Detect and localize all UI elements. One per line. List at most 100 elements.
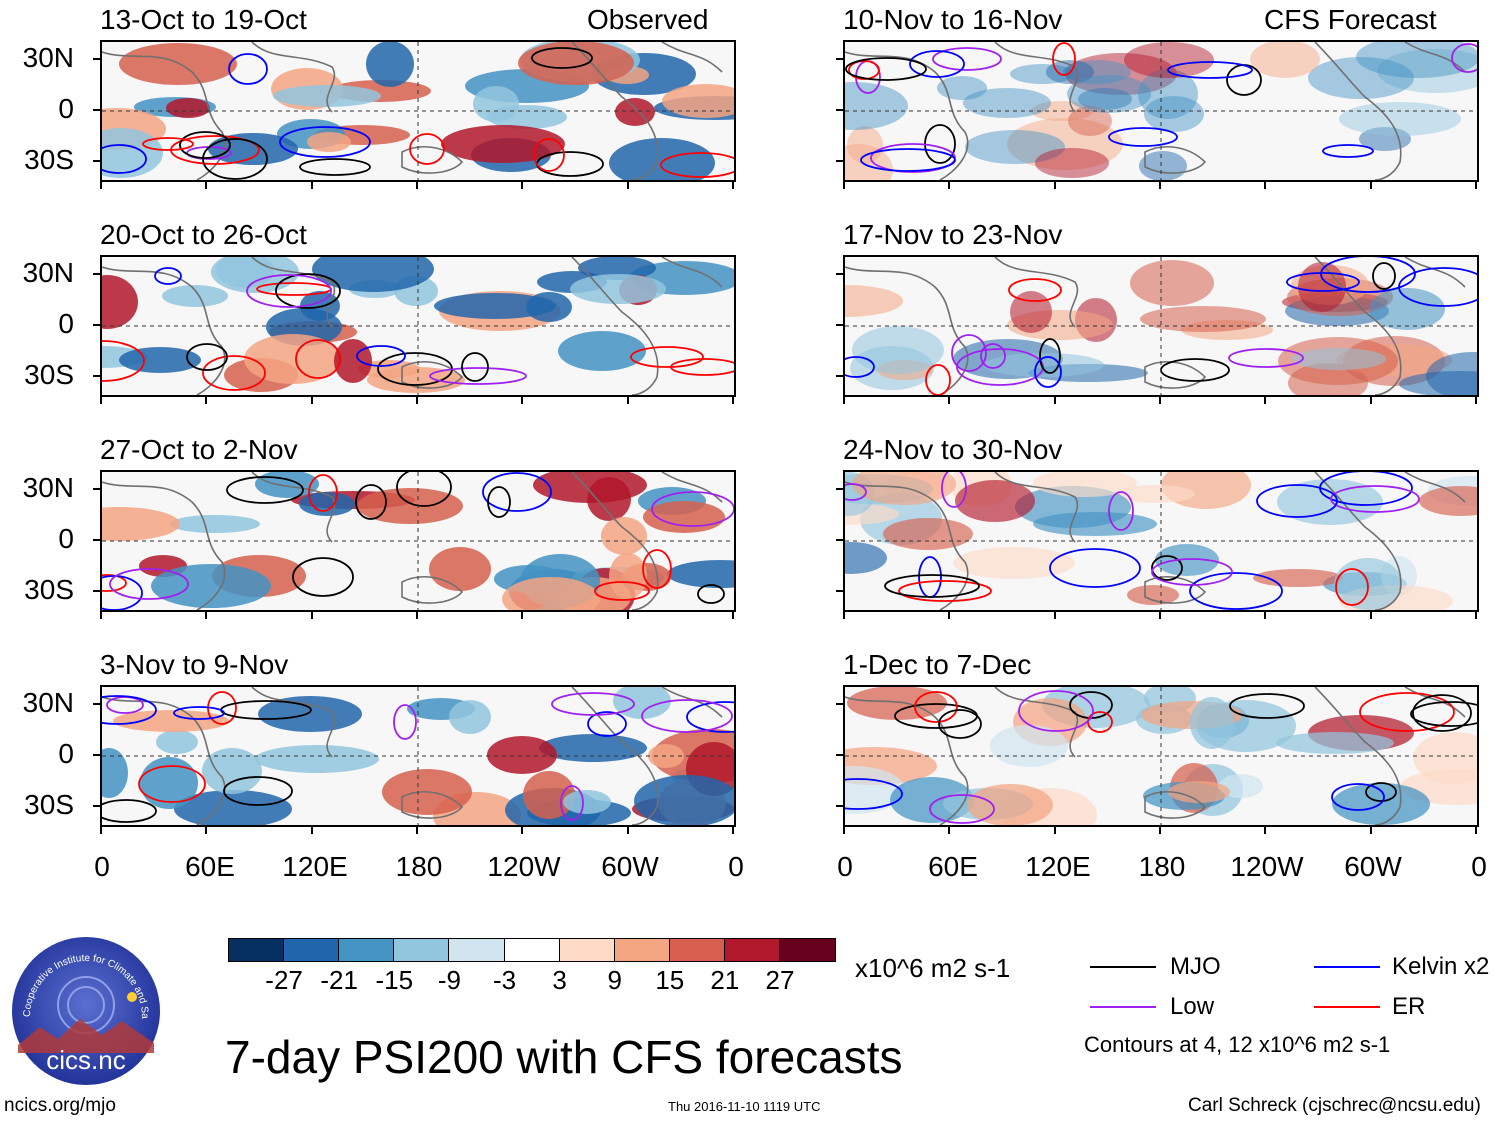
negative-anomaly [255,745,379,773]
coastline [1144,361,1207,389]
low-contour [109,568,189,600]
coastline [251,257,336,328]
lon-tick [948,612,951,619]
negative-anomaly [102,748,128,798]
lon-tick [1158,612,1161,619]
negative-anomaly [558,331,646,371]
kelvin-contour [102,575,143,610]
mjo-contour [1151,555,1183,581]
lat-label: 0 [58,308,74,339]
negative-anomaly [1426,352,1477,395]
positive-anomaly [307,132,351,152]
negative-anomaly [258,696,362,732]
map-panel [836,255,1479,404]
lon-tick [1158,397,1161,404]
lon-tick [310,827,313,834]
negative-anomaly [1339,102,1461,136]
lon-label: 0 [1471,851,1487,882]
negative-anomaly [174,790,292,825]
lat-tick [93,703,100,705]
colorbar-swatch [503,938,561,962]
negative-anomaly [449,700,491,734]
positive-anomaly [502,577,600,610]
negative-anomaly [1138,69,1198,119]
mjo-contour [223,776,293,806]
lat-tick [93,805,100,807]
mjo-contour [531,47,593,69]
colorbar-tick-label: -9 [437,965,461,995]
mjo-contour [1365,782,1397,802]
positive-anomaly [955,480,1035,522]
coastline [661,472,723,503]
lon-tick [1053,182,1056,189]
positive-anomaly [487,736,557,774]
lon-tick [1369,397,1372,404]
kelvin-contour [1034,356,1062,388]
mjo-contour [536,151,604,177]
colorbar-tick-label: -3 [492,965,517,995]
panel-title: 17-Nov to 23-Nov [843,219,1063,250]
negative-anomaly [156,730,198,754]
coastline [661,42,723,73]
low-contour [641,699,733,733]
footer-link[interactable]: ncics.org/mjo [4,1095,116,1116]
negative-anomaly [634,775,734,825]
lon-label: 120W [1230,851,1304,882]
er-contour [630,346,704,368]
kelvin-contour [686,701,734,733]
map-anomaly-field [845,472,1477,610]
lon-tick [1264,612,1267,619]
lon-tick [1264,827,1267,834]
negative-anomaly [366,42,414,87]
negative-anomaly [937,76,987,100]
negative-anomaly [609,138,715,180]
positive-anomaly [533,472,647,503]
positive-anomaly [847,126,883,164]
mjo-contour [226,476,304,504]
psi200-map [100,40,736,182]
mjo-contour [1229,693,1305,719]
panel-title: 1-Dec to 7-Dec [843,649,1032,680]
negative-anomaly [845,766,905,814]
low-contour [941,472,967,508]
lat-tick [93,324,100,326]
kelvin-contour [228,53,268,85]
colorbar-tick-label: -15 [375,965,414,995]
low-contour [551,692,635,716]
colorbar-tick-label: 15 [655,965,685,995]
lat-tick [836,273,843,275]
negative-anomaly [1190,697,1234,749]
kelvin-contour [173,706,225,720]
coastline [1144,791,1207,819]
mjo-contour [697,584,725,604]
negative-anomaly [312,257,434,292]
lon-tick [1474,182,1477,189]
er-contour [295,339,341,379]
coastline [994,687,1079,758]
mjo-contour [938,709,982,739]
mjo-contour [275,273,341,309]
coastline [1404,257,1466,288]
lon-label: 180 [395,851,443,882]
positive-anomaly [523,771,575,819]
mjo-contour [461,352,489,382]
negative-anomaly [1277,479,1383,525]
negative-anomaly [434,293,556,319]
lon-tick [1053,397,1056,404]
positive-anomaly [1117,485,1195,503]
positive-anomaly [845,144,893,180]
lat-tick [836,805,843,807]
map-panel [93,255,736,404]
mjo-contour [299,158,371,176]
er-contour [102,574,127,592]
er-contour [898,580,992,602]
negative-anomaly [162,285,228,307]
map-anomaly-field [102,472,734,610]
mjo-contour [202,138,268,180]
negative-anomaly [1356,42,1477,78]
lon-tick [626,397,629,404]
coastline [571,472,659,610]
kelvin-contour [587,711,627,737]
lon-tick [205,397,208,404]
positive-anomaly [1140,306,1266,332]
